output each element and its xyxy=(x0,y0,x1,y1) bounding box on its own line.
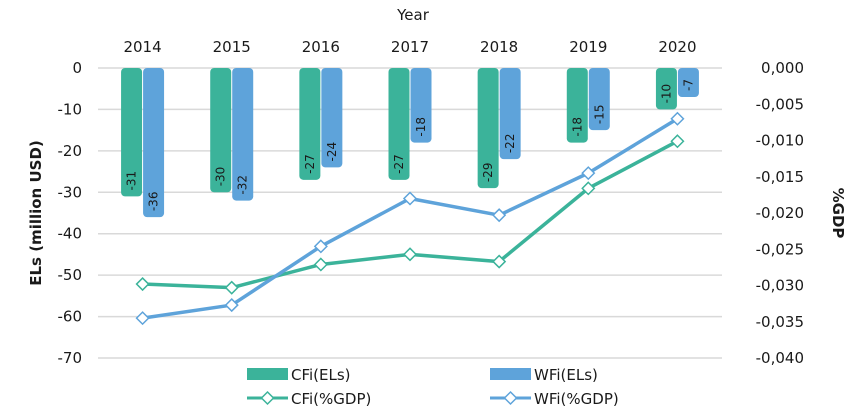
y-axis-left: 0 -10 -20 -30 -40 -50 -60 -70 xyxy=(58,59,83,367)
bar xyxy=(143,68,165,218)
bar xyxy=(477,68,499,189)
data-label: -30 xyxy=(214,167,228,187)
bar xyxy=(299,68,321,180)
data-label: -22 xyxy=(503,134,517,154)
y-axis-left-title: ELs (million USD) xyxy=(27,140,45,286)
line-marker xyxy=(135,311,150,326)
data-label: -24 xyxy=(325,142,339,162)
data-label: -18 xyxy=(570,117,584,137)
line-marker xyxy=(581,166,596,181)
lines xyxy=(135,111,685,326)
legend-label-cfi-gdp: CFi(%GDP) xyxy=(291,390,371,408)
line-marker xyxy=(224,280,239,295)
x-tick-label: 2014 xyxy=(123,38,161,56)
legend-swatch-wfi-els xyxy=(490,368,531,380)
y-tick-label: -60 xyxy=(58,308,83,326)
y-axis-right: 0,000 -0,005 -0,010 -0,015 -0,020 -0,025 -0,03… xyxy=(756,59,804,367)
data-label: -36 xyxy=(147,192,161,212)
bar xyxy=(210,68,232,193)
x-tick-label: 2015 xyxy=(213,38,251,56)
y-tick-label: -20 xyxy=(58,142,83,160)
bar xyxy=(410,68,432,143)
data-label: -15 xyxy=(592,105,606,125)
x-tick-label: 2016 xyxy=(302,38,340,56)
y-axis-right-title: %GDP xyxy=(829,188,847,239)
line-marker xyxy=(670,111,685,126)
legend-swatch-cfi-gdp xyxy=(247,390,288,406)
y2-tick-label: -0,010 xyxy=(756,132,804,150)
line-marker xyxy=(313,239,328,254)
bar xyxy=(677,68,699,97)
y-tick-label: -50 xyxy=(58,266,83,284)
data-label: -32 xyxy=(236,175,250,195)
legend-label-cfi-els: CFi(ELs) xyxy=(291,366,351,384)
data-label: -29 xyxy=(481,163,495,183)
y2-tick-label: -0,040 xyxy=(756,349,804,367)
line-marker xyxy=(670,134,685,149)
y2-tick-label: -0,035 xyxy=(756,313,804,331)
legend: CFi(ELs) WFi(ELs) CFi(%GDP) WFi(%GDP) xyxy=(247,366,619,408)
bar xyxy=(121,68,143,197)
data-label: -18 xyxy=(414,117,428,137)
y-tick-label: -40 xyxy=(58,225,83,243)
line-marker xyxy=(492,254,507,269)
y2-tick-label: 0,000 xyxy=(761,59,804,77)
bars: -31 -30 -27 -27 -29 -18 -10 -36 -32 -24 -18 -22 -15 -… xyxy=(121,68,699,218)
line-marker xyxy=(224,298,239,313)
bar xyxy=(499,68,521,160)
x-tick-label: 2018 xyxy=(480,38,518,56)
y-tick-label: -70 xyxy=(58,349,83,367)
bar xyxy=(388,68,410,180)
y2-tick-label: -0,005 xyxy=(756,95,804,113)
bar xyxy=(588,68,610,131)
data-label: -27 xyxy=(303,154,317,174)
x-axis: 2014 2015 2016 2017 2018 2019 2020 xyxy=(123,38,696,56)
line-marker xyxy=(402,247,418,262)
y2-tick-label: -0,025 xyxy=(756,240,804,258)
x-axis-title: Year xyxy=(396,6,430,24)
y2-tick-label: -0,015 xyxy=(756,168,804,186)
y-tick-label: -30 xyxy=(58,183,83,201)
gridlines xyxy=(98,67,722,359)
legend-swatch-wfi-gdp xyxy=(490,390,531,406)
legend-label-wfi-els: WFi(ELs) xyxy=(534,366,598,384)
bar xyxy=(232,68,254,201)
y2-tick-label: -0,030 xyxy=(756,277,804,295)
data-label: -27 xyxy=(392,154,406,174)
line-marker xyxy=(492,208,507,223)
x-tick-label: 2020 xyxy=(658,38,696,56)
y-tick-label: 0 xyxy=(72,59,82,77)
legend-label-wfi-gdp: WFi(%GDP) xyxy=(534,390,619,408)
bar xyxy=(655,68,677,110)
bar xyxy=(321,68,343,168)
x-tick-label: 2019 xyxy=(569,38,607,56)
line-marker xyxy=(581,181,596,196)
y2-tick-label: -0,020 xyxy=(756,204,804,222)
x-tick-label: 2017 xyxy=(391,38,429,56)
line-marker xyxy=(313,257,328,272)
line-marker xyxy=(135,276,150,292)
legend-swatch-cfi-els xyxy=(247,368,288,380)
y-tick-label: -10 xyxy=(58,100,83,118)
line-marker xyxy=(402,191,418,206)
bar xyxy=(566,68,588,143)
data-label: -10 xyxy=(659,84,673,104)
data-label: -31 xyxy=(125,171,139,191)
data-label: -7 xyxy=(681,79,695,91)
